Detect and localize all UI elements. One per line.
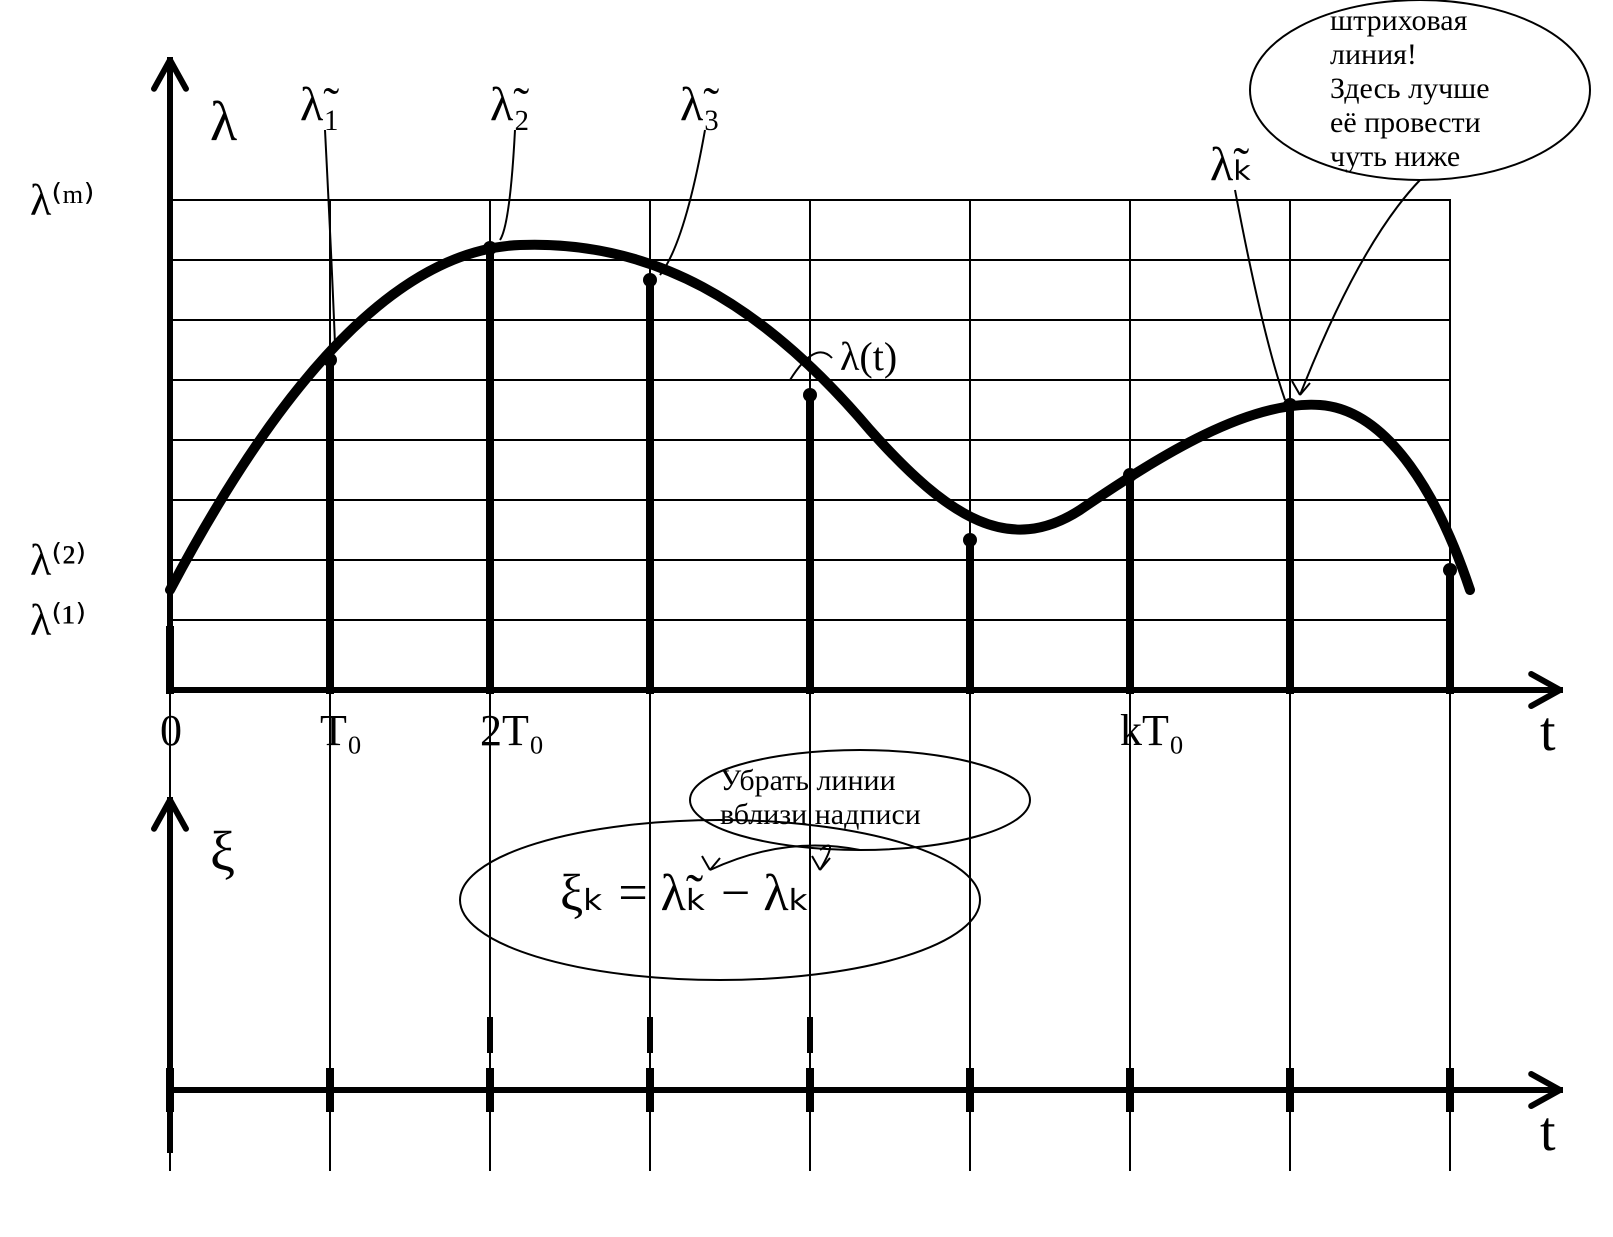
leader-line [500, 130, 515, 240]
hand-annotation-text: Здесь лучше [1330, 72, 1490, 105]
lambda-curve [170, 245, 1470, 590]
formula-text: ξₖ = λ̃ₖ − λₖ [560, 865, 811, 922]
hand-annotation-text: линия! [1330, 38, 1417, 71]
leader-line [1235, 190, 1285, 400]
y-tick-label: λ⁽²⁾ [30, 536, 86, 585]
sample-dot [1443, 563, 1457, 577]
sample-dot [963, 533, 977, 547]
x-axis-label-upper: t [1540, 701, 1556, 763]
hand-annotation-text: чуть ниже [1330, 140, 1460, 173]
hand-annotation-text: её провести [1330, 106, 1481, 139]
curve-inline-label: λ(t) [840, 334, 897, 379]
leader-line [660, 130, 705, 275]
sample-dot [643, 273, 657, 287]
sample-label: λ̃₃ [680, 78, 720, 131]
x-tick-label: T₀ [320, 706, 362, 755]
sample-label: λ̃₁ [300, 78, 340, 131]
sample-label: λ̃ₖ [1210, 138, 1254, 191]
y-tick-label: λ⁽¹⁾ [30, 596, 86, 645]
hand-annotation-text: вблизи надписи [720, 798, 921, 831]
hand-annotation-text: Убрать линии [720, 764, 896, 797]
sample-dot [803, 388, 817, 402]
x-axis-label-lower: t [1540, 1101, 1556, 1163]
sample-dot [323, 353, 337, 367]
y-tick-label: λ⁽ᵐ⁾ [30, 176, 94, 225]
y-axis-label-upper: λ [210, 91, 237, 153]
hand-annotation-text: ш͏триховая [1330, 4, 1468, 37]
y-axis-label-lower: ξ [210, 821, 235, 883]
hand-leader [1300, 180, 1420, 395]
sample-dot [1123, 468, 1137, 482]
sample-dot [483, 241, 497, 255]
sample-dot [1283, 398, 1297, 412]
sample-label: λ̃₂ [490, 78, 530, 131]
